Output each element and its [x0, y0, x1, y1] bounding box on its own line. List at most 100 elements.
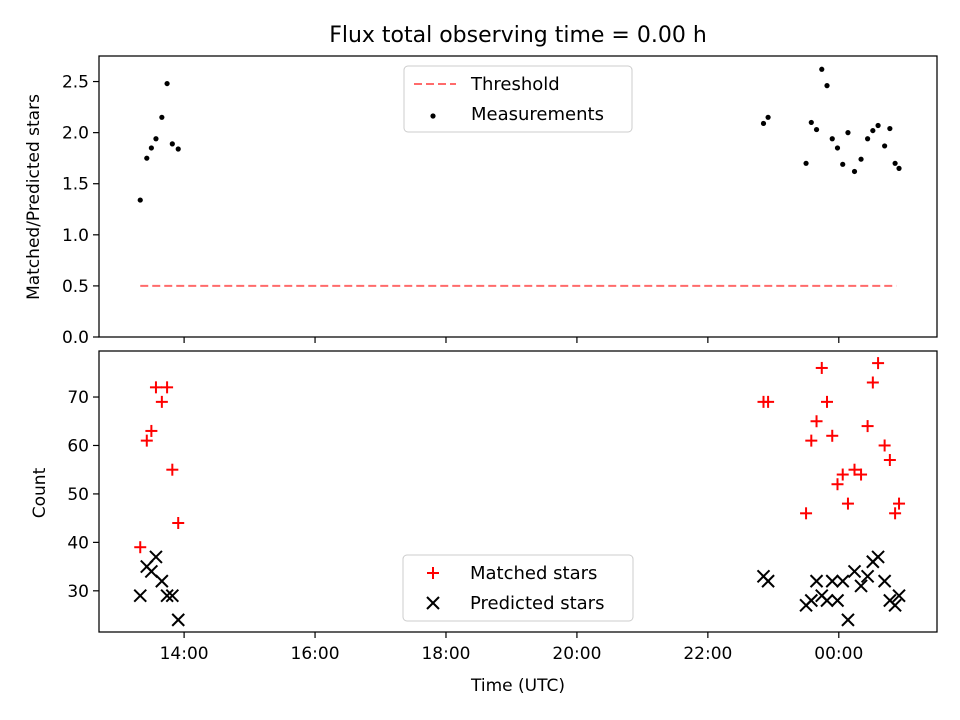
top-y-tick-label: 1.0	[62, 226, 89, 246]
matched-star-point	[762, 395, 775, 408]
legend-matched-label: Matched stars	[470, 563, 597, 584]
matched-star-point	[140, 434, 153, 447]
bottom-axes: 30 40 50 60 70 14:00 16:00 18:00 20:00 22:00 00:00	[67, 388, 863, 664]
top-legend-box	[403, 65, 633, 133]
measurement-point	[875, 122, 881, 129]
predicted-star-point	[155, 574, 169, 588]
matched-star-point	[166, 463, 179, 476]
predicted-star-point	[165, 588, 180, 603]
predicted-star-point	[133, 588, 147, 603]
matched-star-point	[848, 463, 861, 476]
top-y-tick-label: 0.5	[62, 277, 89, 297]
measurement-point	[845, 130, 851, 136]
top-y-tick-label: 2.0	[62, 124, 89, 144]
predicted-star-point	[160, 588, 174, 603]
chart-title: Flux total observing time = 0.00 h	[329, 23, 707, 48]
matched-star-point	[826, 429, 839, 442]
top-y-tick-label: 2.5	[62, 73, 89, 93]
measurement-point	[896, 165, 902, 171]
measurement-point	[137, 197, 143, 203]
measurement-point	[870, 127, 876, 134]
x-tick-label: 14:00	[160, 644, 209, 664]
predicted-star-point	[171, 613, 185, 627]
measurement-point	[865, 136, 871, 142]
top-panel: 0.0 0.5 1.0 1.5 2.0 2.5 Matched/Predicted sta…	[24, 55, 938, 348]
matched-star-point	[821, 395, 834, 408]
bottom-y-tick-label: 60	[67, 436, 89, 456]
measurement-point	[840, 161, 846, 167]
matched-star-point	[155, 395, 168, 408]
matched-star-point	[883, 454, 896, 467]
matched-star-point	[861, 420, 874, 433]
predicted-star-point	[144, 564, 159, 579]
predicted-star-point	[836, 574, 850, 588]
predicted-star-point	[149, 550, 163, 564]
x-axis-label: Time (UTC)	[470, 676, 565, 696]
measurement-point	[159, 114, 165, 120]
top-y-tick-label: 1.5	[62, 175, 89, 195]
matched-star-point	[831, 478, 844, 491]
matched-star-point	[800, 507, 813, 520]
matched-star-point	[161, 381, 174, 394]
predicted-star-point	[761, 574, 775, 588]
matched-star-point	[145, 424, 158, 437]
predicted-star-point	[841, 613, 855, 627]
predicted-star-point	[804, 593, 819, 608]
x-tick-label: 22:00	[683, 644, 732, 664]
top-legend: Threshold Measurements	[403, 65, 633, 133]
measurement-point	[169, 141, 175, 147]
top-axes: 0.0 0.5 1.0 1.5 2.0 2.5	[62, 73, 840, 348]
measurement-point	[760, 120, 767, 127]
measurement-point	[803, 160, 809, 166]
measurement-point	[819, 66, 825, 72]
bottom-y-tick-label: 40	[67, 533, 89, 553]
top-y-axis-label: Matched/Predicted stars	[24, 94, 44, 300]
bottom-y-tick-label: 50	[67, 485, 89, 505]
bottom-y-axis-label: Count	[30, 467, 50, 518]
measurement-point	[813, 126, 820, 133]
predicted-star-point	[871, 550, 885, 564]
top-y-tick-label: 0.0	[62, 328, 89, 348]
matched-star-point	[149, 381, 162, 394]
x-tick-label: 16:00	[291, 644, 340, 664]
measurement-point	[148, 145, 154, 151]
matched-star-point	[889, 507, 902, 520]
bottom-panel: 30 40 50 60 70 14:00 16:00 18:00 20:00 22:00 00:00…	[30, 350, 938, 696]
matched-star-point	[872, 357, 885, 370]
x-tick-label: 00:00	[814, 644, 863, 664]
predicted-star-point	[809, 574, 824, 588]
measurement-point	[834, 145, 841, 151]
legend-measurements-label: Measurements	[471, 104, 604, 125]
measurement-point	[858, 156, 864, 162]
matched-star-point	[810, 415, 823, 428]
legend-matched-swatch	[427, 567, 439, 579]
matched-star-point	[805, 434, 818, 447]
measurement-point	[164, 80, 170, 87]
predicted-star-point	[854, 579, 868, 593]
x-tick-label: 18:00	[421, 644, 470, 664]
x-tick-label: 20:00	[552, 644, 601, 664]
measurement-point	[824, 83, 830, 89]
legend-predicted-label: Predicted stars	[470, 593, 604, 614]
legend-predicted-swatch	[426, 596, 440, 610]
matched-star-point	[836, 468, 849, 481]
measurement-point	[144, 155, 150, 161]
matched-star-point	[172, 516, 185, 529]
bottom-legend: Matched stars Predicted stars	[402, 554, 634, 622]
matched-star-point	[815, 361, 828, 374]
measurement-point	[887, 125, 893, 132]
bottom-legend-box	[402, 554, 634, 622]
predicted-star-point	[892, 588, 906, 603]
measurement-point	[175, 146, 181, 152]
bottom-y-tick-label: 30	[67, 582, 89, 602]
predicted-star-point	[820, 593, 834, 608]
matched-star-point	[893, 497, 906, 510]
legend-threshold-label: Threshold	[470, 74, 560, 95]
measurement-point	[882, 143, 888, 149]
bottom-y-tick-label: 70	[67, 388, 89, 408]
measurement-point	[153, 136, 159, 142]
predicted-star-point	[860, 569, 875, 583]
predicted-star-point	[825, 574, 839, 588]
matched-star-point	[878, 439, 891, 452]
